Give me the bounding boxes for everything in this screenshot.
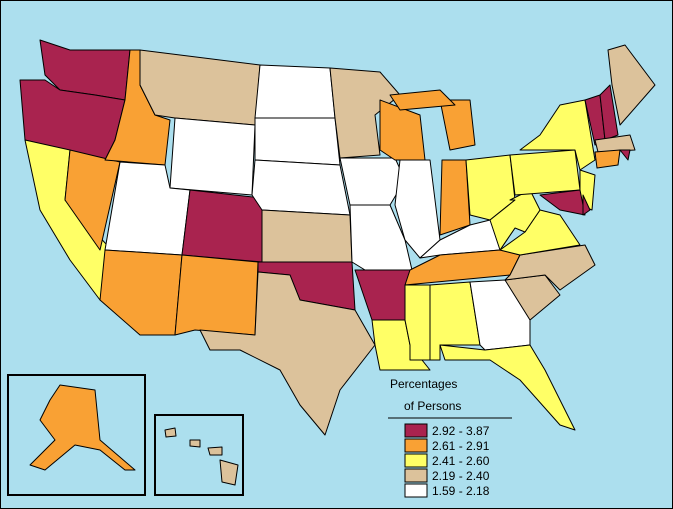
state (174, 254, 259, 336)
hawaii (164, 427, 239, 486)
state (509, 149, 581, 196)
state (599, 84, 619, 141)
legend-label: 1.59 - 2.18 (432, 484, 490, 498)
state (582, 194, 591, 216)
state (607, 44, 656, 126)
state (254, 64, 336, 119)
state (439, 99, 476, 151)
legend-label: 2.19 - 2.40 (432, 469, 490, 483)
legend-title: Percentages (390, 377, 457, 391)
state (519, 99, 596, 171)
state (99, 249, 183, 336)
legend-swatch (404, 483, 428, 498)
state (439, 344, 576, 431)
legend-label: 2.61 - 2.91 (432, 439, 490, 453)
state (181, 189, 263, 263)
legend-swatch (404, 423, 428, 438)
state (539, 189, 586, 216)
state (189, 439, 201, 448)
state (207, 446, 223, 456)
legend: Percentages of Persons 2.92 - 3.872.61 -… (388, 377, 512, 498)
legend-swatch (404, 453, 428, 468)
state (219, 459, 239, 486)
state (254, 117, 341, 166)
state (489, 189, 541, 251)
legend-title: of Persons (404, 399, 461, 413)
state (199, 271, 376, 436)
state (29, 384, 136, 471)
state (389, 89, 456, 111)
legend-swatch (404, 468, 428, 483)
state (64, 149, 121, 251)
legend-label: 2.92 - 3.87 (432, 424, 490, 438)
state (594, 134, 636, 153)
state (329, 67, 401, 159)
state (439, 159, 471, 236)
state (619, 149, 631, 161)
legend-label: 2.41 - 2.60 (432, 454, 490, 468)
legend-swatch (404, 438, 428, 453)
state (251, 159, 351, 216)
states (19, 39, 656, 436)
state (169, 117, 256, 196)
state (164, 427, 177, 438)
state (261, 209, 353, 263)
state (594, 149, 621, 169)
